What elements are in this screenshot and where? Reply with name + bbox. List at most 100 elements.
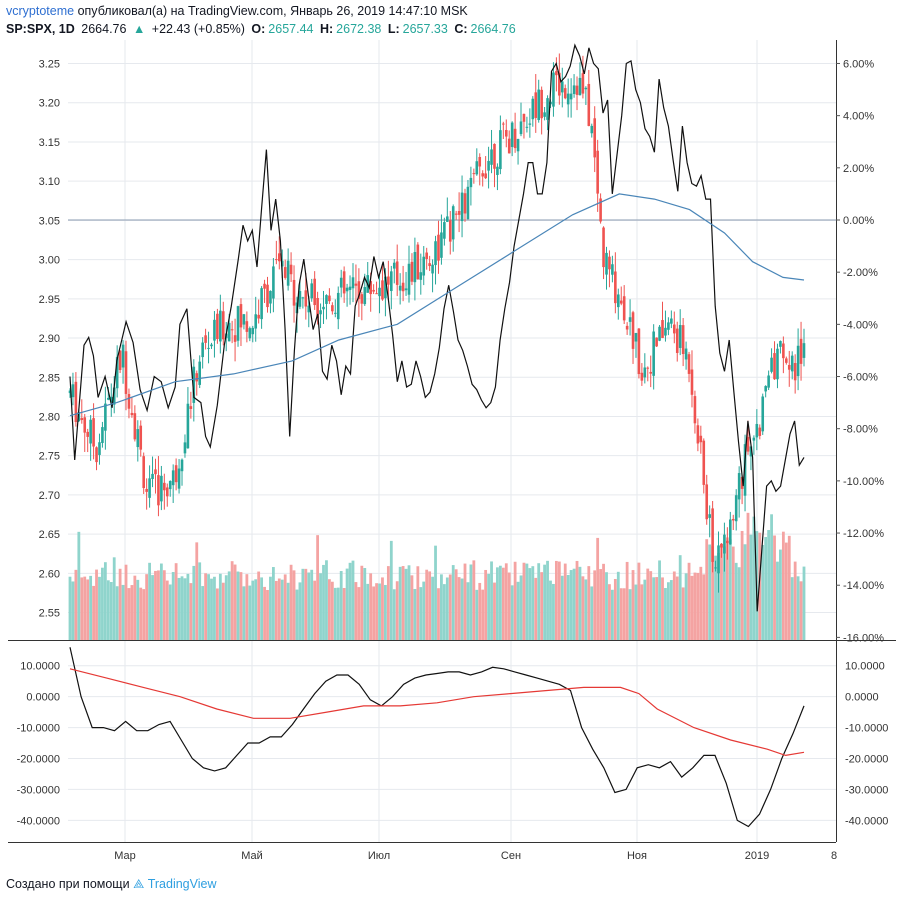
- candle-body: [275, 259, 278, 261]
- tradingview-brand[interactable]: TradingView: [147, 877, 217, 891]
- candle-body: [378, 287, 381, 297]
- volume-bar: [384, 584, 387, 640]
- volume-bar: [487, 573, 490, 640]
- candle-body: [322, 306, 325, 310]
- volume-bar: [599, 569, 603, 640]
- left-tick-label: 3.10: [39, 176, 60, 188]
- candle-body: [737, 473, 741, 500]
- candle-body: [785, 358, 788, 363]
- volume-bar: [625, 561, 629, 640]
- candle-body: [260, 288, 263, 320]
- candle-body: [331, 305, 334, 312]
- volume-bar: [776, 561, 779, 640]
- published-text: опубликовал(а) на TradingView.com, Январ…: [77, 4, 468, 18]
- candle-body: [516, 138, 520, 152]
- candle-body: [375, 293, 378, 295]
- candle-body: [475, 161, 479, 175]
- candle-body: [283, 267, 287, 278]
- candle-body: [740, 476, 744, 489]
- candle-body: [658, 326, 661, 341]
- volume-bar: [80, 577, 84, 640]
- volume-bar: [363, 568, 367, 640]
- volume-bar: [605, 572, 608, 640]
- x-tick-label: Июл: [368, 850, 390, 862]
- volume-bar: [419, 587, 423, 640]
- volume-bar: [720, 543, 723, 640]
- candle-body: [469, 177, 473, 188]
- volume-bar: [484, 569, 488, 640]
- candle-body: [611, 264, 614, 275]
- candle-body: [628, 317, 632, 322]
- volume-bar: [289, 564, 293, 640]
- volume-bar: [177, 577, 181, 640]
- volume-bar: [189, 583, 193, 640]
- candle-body: [210, 344, 213, 347]
- volume-bar: [230, 561, 234, 640]
- candle-body: [301, 297, 305, 299]
- candle-body: [558, 72, 561, 96]
- volume-bar: [398, 566, 402, 640]
- candle-body: [451, 206, 455, 240]
- volume-bar: [784, 542, 788, 640]
- pane-borders: [8, 40, 896, 843]
- candle-body: [254, 314, 258, 329]
- up-arrow-icon: ▲: [132, 22, 146, 36]
- candle-body: [481, 173, 484, 177]
- volume-bar: [457, 577, 461, 640]
- volume-bar: [714, 555, 717, 640]
- candle-body: [390, 271, 393, 292]
- volume-bar: [154, 570, 157, 640]
- candle-body: [667, 322, 670, 330]
- candle-body: [761, 396, 765, 432]
- low-value: 2657.33: [402, 22, 448, 36]
- volume-bar: [752, 516, 756, 640]
- volume-bar: [103, 562, 107, 640]
- x-tick-label: Сен: [501, 850, 521, 862]
- volume-bar: [431, 576, 434, 640]
- volume-bars: [68, 512, 806, 640]
- candle-body: [112, 387, 116, 405]
- volume-bar: [537, 563, 541, 640]
- candle-body: [174, 465, 178, 483]
- volume-bar: [661, 577, 664, 640]
- candle-body: [502, 123, 505, 125]
- right-tick-label: -14.00%: [843, 580, 884, 592]
- candle-body: [171, 470, 175, 486]
- left-tick-label: 3.05: [39, 215, 60, 227]
- tradingview-logo-icon[interactable]: ⟁: [133, 877, 145, 891]
- volume-bar: [139, 587, 143, 640]
- candle-body: [655, 337, 658, 347]
- volume-bar: [575, 560, 579, 640]
- right-tick-label: -16.00%: [843, 632, 884, 644]
- volume-bar: [304, 568, 308, 640]
- candle-body: [410, 261, 414, 282]
- volume-bar: [112, 557, 116, 640]
- volume-bar: [77, 531, 81, 640]
- candle-body: [334, 312, 337, 314]
- volume-bar: [401, 566, 405, 640]
- volume-bar: [148, 562, 151, 640]
- candle-body: [160, 475, 163, 502]
- volume-bar: [781, 531, 785, 640]
- candle-body: [664, 327, 667, 336]
- volume-bar: [336, 587, 340, 640]
- volume-bar: [307, 572, 311, 640]
- volume-bar: [180, 576, 184, 640]
- candle-body: [578, 77, 582, 96]
- candle-body: [207, 347, 210, 349]
- osc-left-tick-label: 0.0000: [26, 692, 60, 704]
- volume-bar: [678, 555, 682, 640]
- candle-body: [230, 329, 234, 331]
- symbol-name: SP:SPX, 1D: [6, 22, 75, 36]
- volume-bar: [622, 588, 626, 640]
- osc-right-tick-label: 0.0000: [845, 692, 879, 704]
- candle-body: [773, 353, 776, 380]
- candle-body: [440, 232, 443, 258]
- candle-body: [670, 318, 673, 324]
- volume-bar: [263, 586, 266, 640]
- volume-bar: [224, 575, 228, 640]
- osc-right-tick-label: -40.0000: [845, 815, 888, 827]
- candle-body: [219, 310, 222, 342]
- author-link[interactable]: vcryptoteme: [6, 4, 75, 18]
